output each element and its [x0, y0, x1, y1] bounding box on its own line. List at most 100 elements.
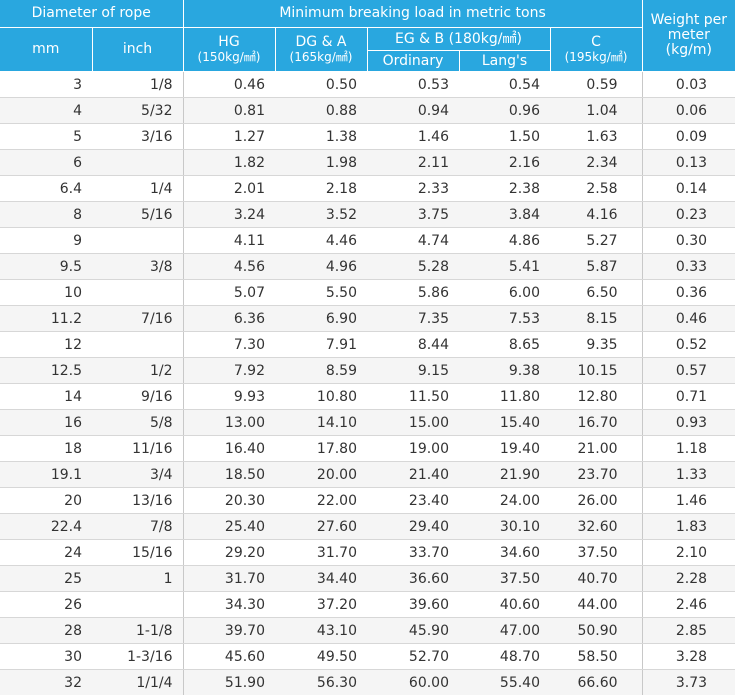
cell-weight: 2.28 [641, 565, 735, 592]
cell-langs: 24.00 [459, 487, 550, 514]
cell-weight: 1.18 [641, 435, 735, 462]
cell-weight: 0.13 [641, 149, 735, 176]
table-row: 32 1/1/4 51.90 56.30 60.00 55.40 66.60 3.73 [0, 669, 735, 695]
cell-ordinary: 0.94 [367, 97, 459, 124]
cell-hg: 29.20 [182, 539, 275, 566]
cell-inch: 3/8 [92, 253, 183, 280]
cell-c: 4.16 [550, 201, 643, 228]
cell-c: 40.70 [550, 565, 643, 592]
cell-c: 9.35 [550, 331, 643, 358]
cell-c: 2.34 [550, 149, 643, 176]
cell-inch: 1/8 [92, 71, 183, 98]
cell-weight: 3.28 [641, 643, 735, 670]
cell-inch: 1-1/8 [92, 617, 183, 644]
table-row: 25 1 31.70 34.40 36.60 37.50 40.70 2.28 [0, 565, 735, 592]
cell-c: 6.50 [550, 279, 643, 306]
cell-langs: 21.90 [459, 461, 550, 488]
cell-dga: 31.70 [275, 539, 367, 566]
cell-dga: 7.91 [275, 331, 367, 358]
table-row: 19.1 3/4 18.50 20.00 21.40 21.90 23.70 1.33 [0, 461, 735, 488]
cell-hg: 2.01 [182, 175, 275, 202]
cell-hg: 0.46 [182, 71, 275, 98]
cell-langs: 2.38 [459, 175, 550, 202]
cell-inch [92, 331, 183, 358]
cell-langs: 37.50 [459, 565, 550, 592]
cell-dga: 27.60 [275, 513, 367, 540]
cell-dga: 1.38 [275, 123, 367, 150]
cell-inch [92, 591, 183, 618]
cell-hg: 7.92 [182, 357, 275, 384]
cell-ordinary: 7.35 [367, 305, 459, 332]
cell-hg: 1.82 [182, 149, 275, 176]
cell-langs: 9.38 [459, 357, 550, 384]
cell-c: 5.27 [550, 227, 643, 254]
cell-c: 21.00 [550, 435, 643, 462]
cell-langs: 40.60 [459, 591, 550, 618]
header-hg-unit: (150kg/㎟) [197, 49, 261, 64]
cell-ordinary: 2.11 [367, 149, 459, 176]
cell-hg: 4.11 [182, 227, 275, 254]
cell-c: 23.70 [550, 461, 643, 488]
table-row: 30 1-3/16 45.60 49.50 52.70 48.70 58.50 3.28 [0, 643, 735, 670]
cell-weight: 0.52 [641, 331, 735, 358]
header-weight-unit: (kg/m) [665, 42, 712, 58]
cell-hg: 13.00 [182, 409, 275, 436]
cell-ordinary: 23.40 [367, 487, 459, 514]
cell-hg: 18.50 [182, 461, 275, 488]
cell-ordinary: 5.86 [367, 279, 459, 306]
cell-weight: 0.30 [641, 227, 735, 254]
cell-mm: 25 [0, 565, 92, 592]
cell-hg: 51.90 [182, 669, 275, 695]
cell-inch: 1/1/4 [92, 669, 183, 695]
cell-c: 66.60 [550, 669, 643, 695]
cell-langs: 0.54 [459, 71, 550, 98]
cell-mm: 9 [0, 227, 92, 254]
table-row: 22.4 7/8 25.40 27.60 29.40 30.10 32.60 1.83 [0, 513, 735, 540]
cell-mm: 24 [0, 539, 92, 566]
header-c-label: C [591, 33, 601, 50]
cell-langs: 55.40 [459, 669, 550, 695]
table-row: 12.5 1/2 7.92 8.59 9.15 9.38 10.15 0.57 [0, 357, 735, 384]
table-row: 9 4.11 4.46 4.74 4.86 5.27 0.30 [0, 227, 735, 254]
cell-langs: 48.70 [459, 643, 550, 670]
table-row: 6 1.82 1.98 2.11 2.16 2.34 0.13 [0, 149, 735, 176]
cell-hg: 45.60 [182, 643, 275, 670]
header-mm: mm [0, 27, 93, 72]
cell-inch: 1/2 [92, 357, 183, 384]
cell-mm: 22.4 [0, 513, 92, 540]
cell-c: 16.70 [550, 409, 643, 436]
cell-langs: 2.16 [459, 149, 550, 176]
cell-inch [92, 279, 183, 306]
cell-mm: 5 [0, 123, 92, 150]
cell-dga: 4.46 [275, 227, 367, 254]
header-diameter-of-rope: Diameter of rope [0, 0, 184, 28]
cell-dga: 6.90 [275, 305, 367, 332]
cell-mm: 9.5 [0, 253, 92, 280]
cell-weight: 1.83 [641, 513, 735, 540]
cell-weight: 2.10 [641, 539, 735, 566]
cell-mm: 10 [0, 279, 92, 306]
cell-langs: 11.80 [459, 383, 550, 410]
table-header: Diameter of rope Minimum breaking load i… [0, 0, 735, 72]
cell-hg: 39.70 [182, 617, 275, 644]
cell-ordinary: 2.33 [367, 175, 459, 202]
header-min-breaking-load: Minimum breaking load in metric tons [183, 0, 643, 28]
cell-c: 44.00 [550, 591, 643, 618]
cell-c: 0.59 [550, 71, 643, 98]
cell-inch: 5/16 [92, 201, 183, 228]
header-weight-per-meter: Weight per meter (kg/m) [642, 0, 735, 72]
cell-hg: 1.27 [182, 123, 275, 150]
cell-hg: 0.81 [182, 97, 275, 124]
cell-dga: 0.50 [275, 71, 367, 98]
cell-inch: 7/16 [92, 305, 183, 332]
cell-ordinary: 19.00 [367, 435, 459, 462]
cell-inch: 3/4 [92, 461, 183, 488]
table-row: 26 34.30 37.20 39.60 40.60 44.00 2.46 [0, 591, 735, 618]
cell-mm: 32 [0, 669, 92, 695]
cell-ordinary: 11.50 [367, 383, 459, 410]
cell-c: 32.60 [550, 513, 643, 540]
cell-ordinary: 15.00 [367, 409, 459, 436]
cell-dga: 22.00 [275, 487, 367, 514]
cell-ordinary: 21.40 [367, 461, 459, 488]
cell-langs: 15.40 [459, 409, 550, 436]
